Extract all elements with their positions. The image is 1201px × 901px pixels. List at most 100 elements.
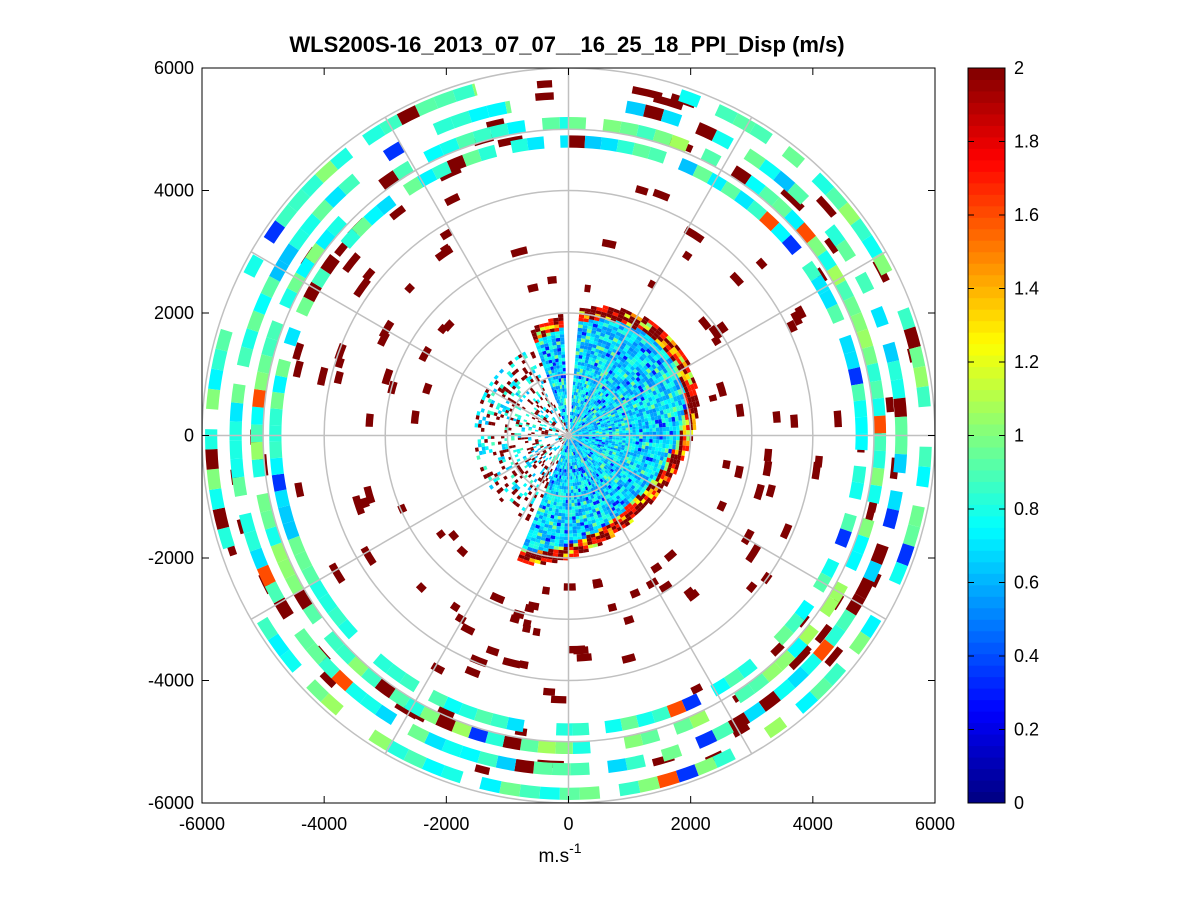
polar-cell [558,317,564,322]
polar-cell [586,353,591,358]
polar-cell [628,346,635,353]
polar-cell [558,358,562,362]
polar-cell [652,439,657,444]
polar-cell [517,557,524,563]
polar-cell [528,529,534,534]
polar-cell [611,466,616,471]
polar-cell [404,697,426,717]
polar-cell [755,257,768,270]
polar-cell [583,518,588,523]
polar-cell [514,454,519,458]
polar-cell [593,320,599,325]
polar-cell [648,493,655,500]
polar-cell [563,418,566,423]
polar-cell [646,472,651,478]
polar-cell [552,484,556,488]
polar-cell [591,479,596,484]
polar-cell [529,378,534,383]
polar-cell [558,413,561,417]
polar-cell [351,216,372,237]
polar-cell [601,238,617,249]
polar-cell [485,118,505,130]
polar-cell [514,355,520,361]
polar-cell [630,418,635,422]
polar-cell [645,424,650,429]
polar-cell [654,394,659,400]
polar-cell [564,405,567,409]
polar-cell [620,307,627,314]
polar-cell [578,508,582,513]
polar-cell [676,430,680,436]
polar-cell [528,543,535,549]
polar-cell [608,496,613,502]
polar-cell [902,524,921,547]
polar-cell [554,324,560,329]
polar-cell [545,349,551,354]
polar-cell [633,450,638,454]
polar-cell [634,447,639,451]
polar-cell [539,470,544,475]
polar-cell [559,392,562,396]
polar-cell [643,364,649,371]
polar-cell [589,461,594,465]
polar-cell [607,466,612,471]
polar-cell [552,421,557,425]
polar-cell [594,316,600,322]
polar-cell [666,350,673,358]
colorbar-band [968,228,1005,241]
polar-cell [645,379,651,385]
polar-cell [368,729,392,751]
polar-cell [342,252,361,273]
polar-cell [534,439,539,442]
polar-cell [554,331,560,335]
polar-cell [636,450,641,455]
polar-cell [625,490,631,496]
polar-cell [277,558,296,580]
polar-cell [515,392,520,397]
polar-cell [559,364,563,369]
polar-cell [647,319,655,326]
polar-cell [586,450,590,454]
polar-cell [580,365,584,370]
polar-cell [617,313,624,320]
polar-cell [574,364,578,369]
polar-cell [532,530,539,536]
polar-cell [537,447,542,451]
polar-cell [541,479,546,484]
polar-cell [536,521,542,526]
polar-cell [615,414,620,419]
polar-cell [588,378,592,383]
polar-cell [530,448,535,452]
polar-cell [454,613,467,625]
polar-cell [581,431,586,434]
polar-cell [826,303,845,324]
polar-cell [651,349,658,356]
polar-cell [654,415,659,421]
polar-cell [533,494,538,499]
polar-cell [582,325,588,329]
polar-cell [617,510,623,516]
polar-cell [572,419,576,423]
polar-cell [595,437,599,440]
polar-cell [538,426,543,430]
polar-cell [745,543,762,564]
polar-cell [611,329,617,335]
polar-cell [576,457,579,462]
polar-cell [671,463,676,469]
polar-cell [670,453,675,459]
polar-cell [560,344,565,348]
polar-cell [598,349,604,355]
polar-cell [542,459,546,464]
polar-cell [269,441,283,459]
polar-cell [576,385,580,390]
polar-cell [565,459,568,463]
polar-cell [478,419,483,424]
polar-cell [654,450,659,456]
colorbar-band [968,435,1005,448]
polar-cell [561,509,566,514]
polar-cell [549,362,554,367]
polar-cell [655,423,660,428]
polar-cell [580,491,585,495]
polar-cell [555,392,558,397]
polar-cell [632,349,638,356]
